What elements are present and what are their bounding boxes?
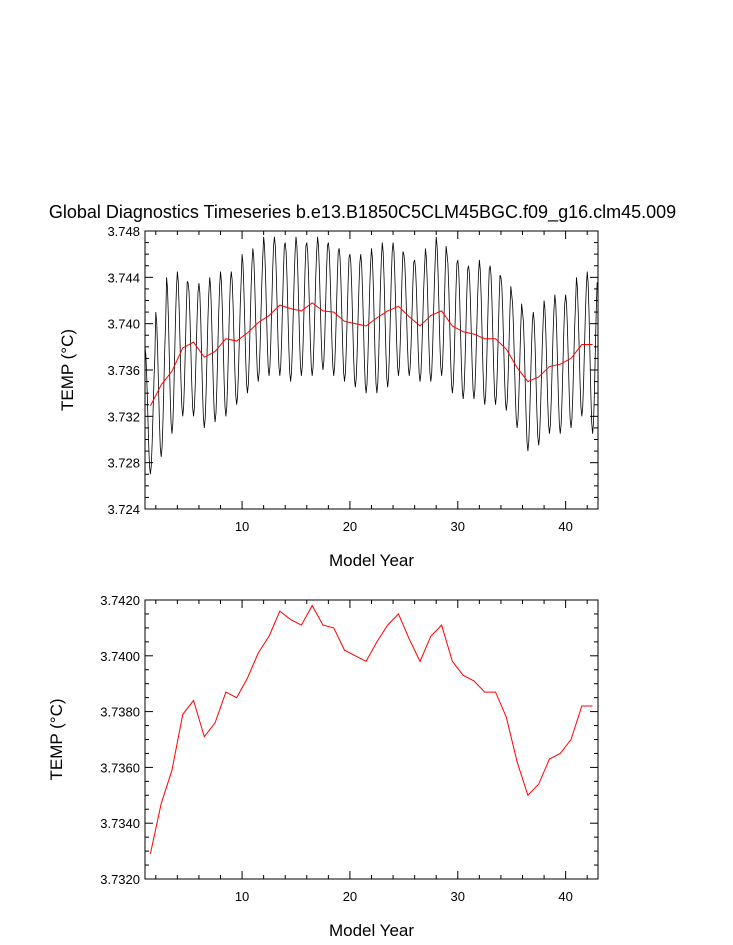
x-tick-label: 10 — [235, 519, 249, 534]
x-axis-label: Model Year — [329, 551, 414, 570]
x-tick-label: 10 — [235, 889, 249, 904]
y-tick-label: 3.7320 — [100, 872, 140, 887]
plot-frame — [144, 599, 599, 880]
tick-marks — [145, 230, 598, 510]
annual-mean-panel-bottom: Model Year TEMP (°C) 10 20 30 40 3.7320 3.7340 3… — [47, 593, 599, 940]
x-axis-label: Model Year — [329, 921, 414, 940]
y-axis-label: TEMP (°C) — [47, 698, 66, 780]
y-tick-label: 3.7360 — [100, 760, 140, 775]
y-tick-label: 3.732 — [107, 409, 140, 424]
annual-mean-series-line — [149, 302, 593, 407]
y-tick-label: 3.748 — [107, 224, 140, 239]
plot-area — [149, 604, 593, 854]
annual-mean-series-line — [149, 604, 593, 854]
monthly-series-line — [145, 236, 598, 475]
y-tick-label: 3.724 — [107, 502, 140, 517]
y-tick-label: 3.736 — [107, 363, 140, 378]
x-tick-label: 30 — [451, 889, 465, 904]
y-tick-label: 3.7420 — [100, 593, 140, 608]
x-tick-label: 40 — [558, 889, 572, 904]
y-tick-label: 3.7380 — [100, 705, 140, 720]
x-tick-label: 20 — [343, 889, 357, 904]
chart-title: Global Diagnostics Timeseries b.e13.B185… — [49, 202, 676, 223]
x-tick-label: 20 — [343, 519, 357, 534]
x-tick-label: 40 — [558, 519, 572, 534]
y-tick-label: 3.7400 — [100, 649, 140, 664]
y-axis-label: TEMP (°C) — [58, 329, 77, 411]
y-tick-label: 3.740 — [107, 317, 140, 332]
y-tick-label: 3.728 — [107, 456, 140, 471]
y-tick-label: 3.744 — [107, 270, 140, 285]
plot-frame — [144, 230, 599, 510]
y-tick-label: 3.7340 — [100, 816, 140, 831]
tick-marks — [145, 599, 598, 880]
timeseries-panel-top: Global Diagnostics Timeseries b.e13.B185… — [49, 202, 676, 570]
x-tick-label: 30 — [451, 519, 465, 534]
plot-area — [145, 236, 598, 475]
